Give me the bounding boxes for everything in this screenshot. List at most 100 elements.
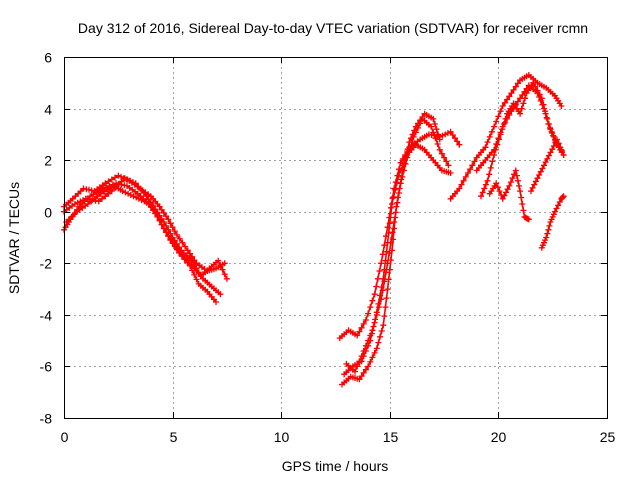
data-point — [80, 185, 87, 192]
data-point — [548, 128, 555, 135]
data-point — [375, 304, 382, 311]
y-tick-label: 4 — [44, 102, 52, 118]
data-point — [99, 195, 105, 202]
data-point — [140, 190, 147, 196]
data-point — [112, 174, 118, 181]
data-point — [538, 95, 545, 102]
data-trace — [480, 82, 563, 197]
data-point — [439, 132, 446, 139]
data-point — [384, 224, 391, 231]
data-point — [558, 103, 565, 109]
data-point — [191, 271, 198, 278]
data-point — [458, 181, 465, 188]
x-tick-label: 5 — [170, 429, 178, 445]
data-point — [367, 332, 374, 339]
data-point — [189, 257, 196, 264]
data-point — [479, 189, 486, 196]
data-point — [397, 180, 404, 187]
data-series-track-13 — [528, 136, 567, 195]
data-point — [543, 234, 550, 241]
data-point — [362, 342, 369, 349]
data-point — [160, 210, 167, 216]
data-point — [373, 311, 380, 318]
data-point — [383, 248, 390, 255]
data-point — [381, 242, 388, 249]
data-point — [491, 152, 498, 158]
data-point — [552, 139, 559, 146]
data-point — [138, 186, 145, 193]
data-point — [469, 162, 476, 169]
y-tick-label: 6 — [44, 50, 52, 66]
data-point — [410, 133, 417, 140]
data-point — [369, 297, 376, 304]
data-point — [383, 233, 389, 240]
data-point — [506, 93, 513, 100]
data-point — [514, 177, 521, 184]
data-point — [167, 220, 174, 227]
plot-frame — [64, 57, 608, 419]
data-point — [507, 179, 514, 186]
data-point — [379, 287, 386, 294]
data-point — [382, 304, 389, 311]
data-point — [497, 108, 504, 115]
data-point — [438, 150, 445, 157]
data-point — [492, 146, 499, 153]
data-point — [557, 144, 564, 151]
data-point — [365, 310, 372, 317]
data-point — [167, 237, 174, 244]
data-point — [407, 144, 414, 151]
data-point — [517, 188, 524, 195]
data-point — [187, 262, 193, 269]
data-point — [560, 193, 567, 200]
x-tick-label: 0 — [61, 429, 69, 445]
data-point — [518, 105, 525, 112]
data-point — [412, 129, 419, 136]
data-point — [512, 83, 519, 90]
data-point — [371, 291, 378, 298]
data-point — [369, 327, 376, 334]
data-point — [374, 275, 381, 282]
data-point — [213, 299, 219, 305]
data-series-track-14 — [538, 193, 567, 251]
data-point — [534, 87, 541, 94]
data-point — [520, 100, 527, 107]
data-point — [430, 129, 437, 136]
data-point — [135, 195, 142, 202]
data-point — [386, 214, 393, 221]
data-point — [82, 195, 89, 202]
data-point — [392, 179, 399, 186]
data-point — [512, 167, 519, 174]
data-point — [499, 126, 506, 133]
data-point — [88, 187, 95, 194]
data-point — [443, 158, 450, 165]
data-point — [104, 186, 111, 193]
data-point — [544, 230, 551, 237]
data-point — [356, 376, 363, 383]
data-point — [358, 324, 365, 331]
data-point — [387, 239, 394, 246]
data-trace — [449, 74, 563, 200]
data-point — [532, 178, 539, 185]
y-tick-label: -4 — [40, 308, 53, 324]
data-point — [394, 172, 401, 179]
data-point — [108, 188, 115, 195]
x-tick-label: 10 — [274, 429, 290, 445]
data-trace — [343, 143, 452, 375]
data-point — [165, 233, 172, 240]
data-point — [80, 197, 86, 204]
data-point — [71, 201, 78, 207]
data-point — [143, 193, 150, 200]
data-point — [531, 181, 538, 188]
data-point — [549, 146, 556, 153]
data-point — [499, 195, 506, 202]
data-point — [379, 251, 386, 258]
data-point — [399, 155, 406, 162]
data-point — [362, 317, 369, 323]
data-point — [130, 179, 136, 186]
data-point — [181, 256, 188, 263]
data-point — [356, 328, 363, 335]
data-point — [434, 141, 441, 147]
data-point — [545, 226, 552, 233]
data-point — [173, 246, 180, 253]
data-point — [436, 146, 443, 153]
